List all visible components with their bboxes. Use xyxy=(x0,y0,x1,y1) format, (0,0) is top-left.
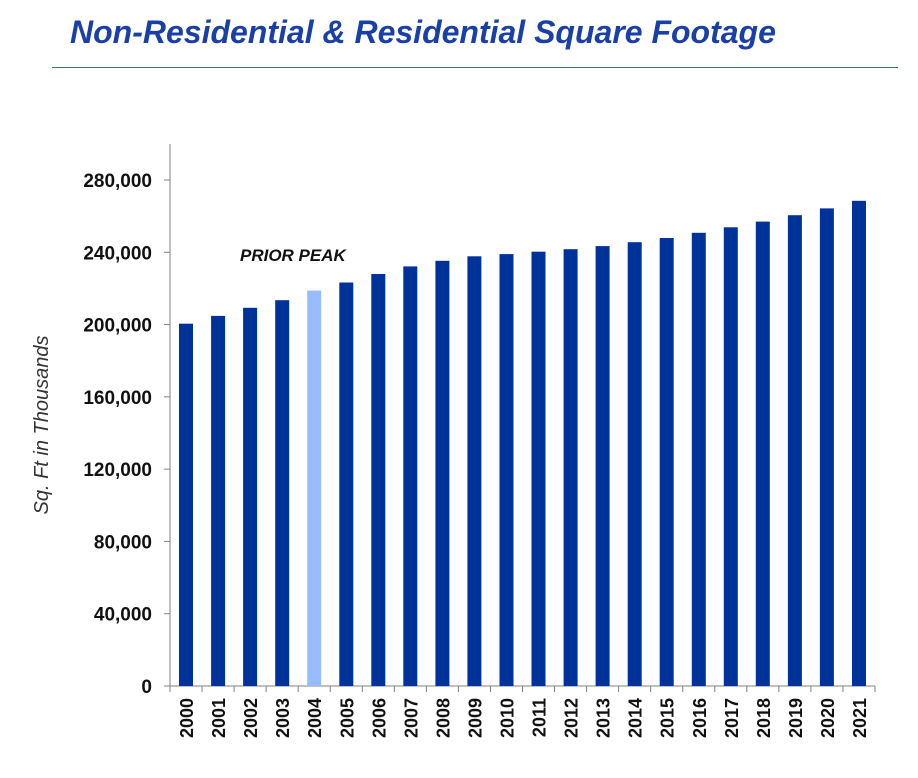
x-tick-label: 2020 xyxy=(818,698,838,738)
y-tick-label: 80,000 xyxy=(94,532,152,553)
bar-2021 xyxy=(852,200,866,687)
bar-2011 xyxy=(531,251,546,686)
y-axis-label: Sq. Ft in Thousands xyxy=(31,336,53,515)
x-tick-label: 2007 xyxy=(401,698,421,738)
x-tick-label: 2010 xyxy=(497,698,517,738)
x-tick-label: 2015 xyxy=(658,698,678,738)
bars xyxy=(179,200,866,687)
x-tick-label: 2014 xyxy=(626,698,646,738)
y-tick-label: 0 xyxy=(141,677,152,698)
x-tick-label: 2019 xyxy=(786,698,806,738)
bar-2012 xyxy=(563,249,578,686)
bar-2017 xyxy=(723,227,738,687)
bar-2004 xyxy=(307,290,322,686)
x-tick-label: 2006 xyxy=(369,698,389,738)
bar-2019 xyxy=(787,215,802,686)
bar-2006 xyxy=(371,274,386,686)
bar-2007 xyxy=(403,266,418,686)
x-tick-label: 2004 xyxy=(305,698,325,738)
bar-2015 xyxy=(659,238,674,686)
y-tick-label: 200,000 xyxy=(83,316,152,337)
x-tick-label: 2001 xyxy=(209,698,229,738)
y-tick-label: 240,000 xyxy=(83,243,152,264)
bar-2016 xyxy=(691,232,706,687)
x-tick-label: 2021 xyxy=(850,698,870,738)
title-divider xyxy=(52,67,898,68)
bar-2008 xyxy=(435,260,450,686)
bar-2003 xyxy=(275,300,290,686)
x-tick-label: 2000 xyxy=(177,698,197,738)
x-tick-label: 2013 xyxy=(594,698,614,738)
bar-2001 xyxy=(211,315,226,686)
x-tick-label: 2009 xyxy=(465,698,485,738)
bar-2009 xyxy=(467,256,482,686)
bar-2020 xyxy=(819,208,834,686)
x-tick-label: 2002 xyxy=(241,698,261,738)
x-tick-label: 2016 xyxy=(690,698,710,738)
x-tick-label: 2017 xyxy=(722,698,742,738)
x-tick-label: 2012 xyxy=(562,698,582,738)
bar-2010 xyxy=(499,254,514,686)
bar-2018 xyxy=(755,221,770,686)
y-tick-label: 280,000 xyxy=(83,171,152,192)
page-title: Non-Residential & Residential Square Foo… xyxy=(70,14,776,50)
bar-2005 xyxy=(339,282,354,686)
x-tick-label: 2008 xyxy=(433,698,453,738)
x-tick-label: 2011 xyxy=(530,698,550,737)
x-tick-label: 2003 xyxy=(273,698,293,738)
bar-2014 xyxy=(627,242,642,686)
y-tick-label: 120,000 xyxy=(83,460,152,481)
prior-peak-annotation: PRIOR PEAK xyxy=(240,246,348,265)
x-axis: 2000 2001 2002 2003 2004 2005 2006 2007 2008 2009… xyxy=(169,685,876,738)
y-tick-label: 160,000 xyxy=(83,388,152,409)
y-axis: 0 40,000 80,000 120,000 160,000 200,000 240,00… xyxy=(83,144,171,698)
x-tick-label: 2005 xyxy=(337,698,357,738)
bar-2002 xyxy=(243,307,258,686)
bar-2000 xyxy=(179,323,193,686)
y-tick-label: 40,000 xyxy=(94,605,152,626)
bar-2013 xyxy=(595,246,610,686)
x-tick-label: 2018 xyxy=(754,698,774,738)
